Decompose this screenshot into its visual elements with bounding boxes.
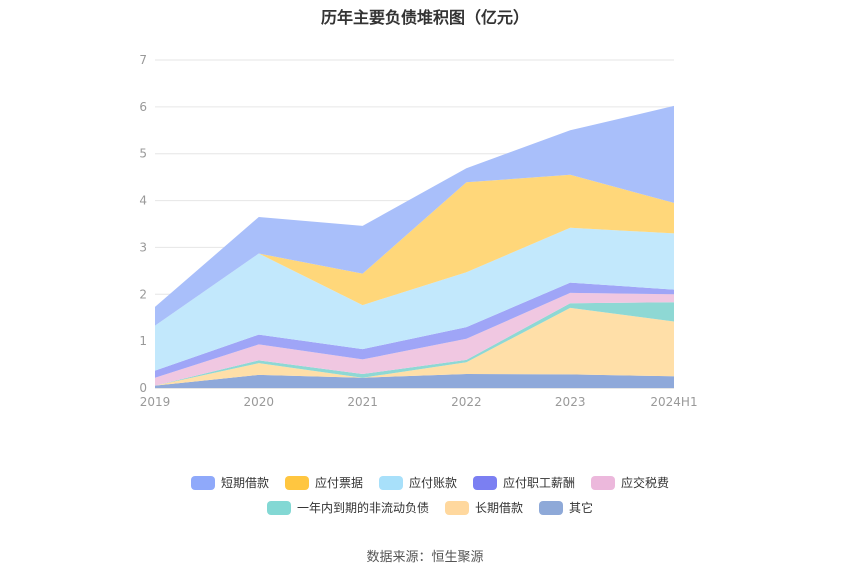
y-tick-label: 5 — [139, 147, 147, 161]
area-series-一年内到期的非流动负债 — [155, 302, 674, 386]
legend-swatch — [539, 500, 563, 515]
x-tick-label: 2019 — [140, 395, 171, 409]
legend-label: 短期借款 — [220, 476, 269, 490]
legend-label: 应付职工薪酬 — [503, 476, 576, 490]
area-layer — [155, 105, 674, 388]
y-tick-label: 0 — [139, 381, 147, 395]
area-series-应交税费 — [155, 292, 674, 386]
legend-item[interactable]: 一年内到期的非流动负债 — [266, 499, 429, 516]
legend-swatch — [266, 500, 291, 515]
y-tick-label: 7 — [139, 53, 147, 67]
area-series-其它 — [155, 373, 674, 388]
legend-label: 一年内到期的非流动负债 — [296, 501, 429, 515]
x-tick-label: 2024H1 — [650, 395, 697, 409]
axis-layer: 0 1 2 3 4 5 6 7 2019 2020 2021 2022 2023 2024H1 — [139, 53, 697, 409]
legend-label: 应交税费 — [621, 476, 670, 490]
legend-label: 应付账款 — [408, 476, 457, 490]
legend-swatch — [591, 475, 616, 490]
area-series-应付职工薪酬 — [155, 282, 674, 378]
stacked-area-chart: 0 1 2 3 4 5 6 7 2019 2020 2021 2022 2023 2024H1 — [139, 53, 697, 409]
source-note: 数据来源：恒生聚源 — [366, 550, 484, 565]
legend-label: 其它 — [569, 501, 594, 515]
legend-swatch — [284, 475, 309, 490]
y-tick-label: 6 — [139, 100, 147, 114]
legend-item[interactable]: 其它 — [539, 499, 593, 516]
legend-item[interactable]: 应付职工薪酬 — [473, 474, 575, 491]
y-tick-label: 4 — [139, 194, 147, 208]
legend-item[interactable]: 应交税费 — [591, 474, 669, 491]
legend-row-2: 一年内到期的非流动负债 长期借款 其它 — [150, 499, 710, 516]
legend-swatch — [190, 475, 215, 490]
x-tick-label: 2020 — [244, 395, 275, 409]
legend-swatch — [444, 500, 469, 515]
y-tick-label: 2 — [139, 287, 147, 301]
area-series-短期借款 — [155, 105, 674, 326]
chart-title: 历年主要负债堆积图（亿元） — [320, 8, 529, 27]
legend-item[interactable]: 短期借款 — [190, 474, 269, 491]
y-tick-label: 1 — [139, 334, 147, 348]
x-tick-label: 2022 — [451, 395, 482, 409]
legend-label: 应付票据 — [314, 476, 363, 490]
legend-item[interactable]: 长期借款 — [444, 499, 523, 516]
area-series-长期借款 — [155, 307, 674, 386]
legend-item[interactable]: 应付账款 — [378, 474, 457, 491]
area-series-应付账款 — [155, 227, 674, 371]
legend-row-1: 短期借款 应付票据 应付账款 应付职工薪酬 应交税费 — [150, 474, 710, 491]
legend-swatch — [473, 475, 497, 490]
legend: 短期借款 应付票据 应付账款 应付职工薪酬 应交税费 一年内到期的非流动负债 长期借款 其它 — [150, 474, 710, 524]
area-series-应付票据 — [155, 174, 674, 326]
y-tick-label: 3 — [139, 240, 147, 254]
legend-item[interactable]: 应付票据 — [284, 474, 363, 491]
legend-swatch — [378, 475, 403, 490]
x-tick-label: 2023 — [555, 395, 586, 409]
legend-label: 长期借款 — [474, 501, 523, 515]
x-tick-label: 2021 — [347, 395, 378, 409]
